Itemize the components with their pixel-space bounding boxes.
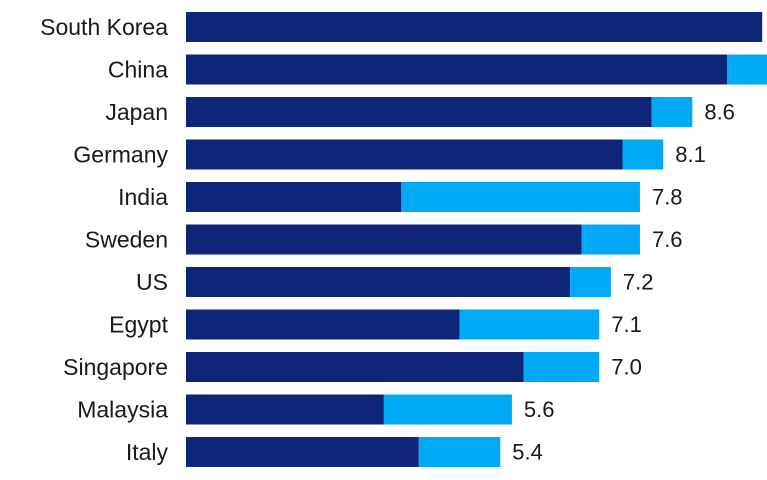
bar-us-segment-1 — [186, 267, 571, 297]
value-label-japan: 8.6 — [704, 100, 735, 125]
category-label-china: China — [108, 57, 168, 83]
bar-malaysia-segment-1 — [186, 394, 384, 425]
bar-singapore-segment-2 — [523, 352, 600, 382]
bar-china-segment-2 — [727, 54, 767, 85]
value-label-malaysia: 5.6 — [524, 397, 555, 422]
value-label-italy: 5.4 — [512, 440, 543, 465]
bar-south-korea-segment-1 — [186, 12, 763, 42]
bar-us-segment-2 — [570, 267, 611, 297]
category-label-japan: Japan — [105, 99, 168, 125]
value-label-singapore: 7.0 — [611, 355, 642, 380]
bar-singapore-segment-1 — [186, 352, 524, 382]
bar-japan-segment-1 — [186, 97, 652, 127]
category-label-sweden: Sweden — [85, 227, 168, 253]
value-label-india: 7.8 — [652, 185, 683, 210]
bar-germany-segment-1 — [186, 139, 623, 170]
bar-italy-segment-2 — [418, 437, 501, 467]
bar-egypt-segment-2 — [459, 309, 600, 340]
bar-italy-segment-1 — [186, 437, 419, 467]
category-label-india: India — [118, 184, 168, 210]
bar-sweden-segment-2 — [581, 224, 640, 255]
bar-malaysia-segment-2 — [383, 394, 512, 425]
bar-germany-segment-2 — [622, 139, 664, 170]
value-label-us: 7.2 — [623, 270, 654, 295]
bar-china-segment-1 — [186, 54, 728, 85]
value-label-germany: 8.1 — [675, 142, 706, 167]
category-label-germany: Germany — [73, 142, 168, 168]
bar-japan-segment-2 — [651, 97, 693, 127]
bar-sweden-segment-1 — [186, 224, 582, 255]
category-label-italy: Italy — [126, 439, 169, 465]
category-label-egypt: Egypt — [109, 312, 168, 338]
category-label-singapore: Singapore — [63, 354, 168, 380]
bar-india-segment-2 — [401, 182, 640, 212]
bar-egypt-segment-1 — [186, 309, 460, 340]
category-label-south-korea: South Korea — [40, 14, 168, 40]
value-label-sweden: 7.6 — [652, 227, 683, 252]
bar-india-segment-1 — [186, 182, 402, 212]
category-label-malaysia: Malaysia — [77, 397, 168, 423]
category-label-us: US — [136, 269, 168, 295]
value-label-egypt: 7.1 — [611, 312, 642, 337]
